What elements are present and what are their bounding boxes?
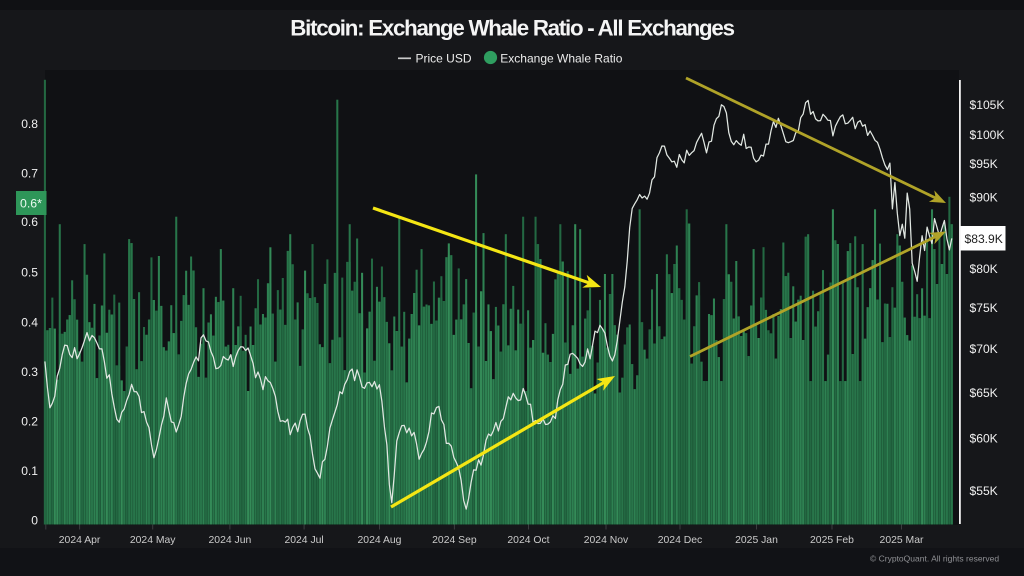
svg-text:Price USD: Price USD: [416, 51, 472, 65]
svg-text:2025 Jan: 2025 Jan: [735, 535, 778, 546]
svg-text:0.7: 0.7: [21, 166, 38, 180]
svg-text:0.5: 0.5: [21, 265, 38, 279]
svg-text:© CryptoQuant. All rights rese: © CryptoQuant. All rights reserved: [870, 554, 999, 564]
svg-text:0.6: 0.6: [21, 215, 38, 229]
svg-text:Exchange Whale Ratio: Exchange Whale Ratio: [500, 51, 622, 65]
svg-text:$55K: $55K: [970, 484, 998, 498]
svg-text:2024 Jul: 2024 Jul: [284, 535, 323, 546]
svg-text:0.6*: 0.6*: [20, 197, 42, 211]
svg-text:2024 Jun: 2024 Jun: [209, 535, 252, 546]
svg-text:$105K: $105K: [970, 98, 1005, 112]
svg-text:$60K: $60K: [970, 431, 998, 445]
svg-text:2024 Dec: 2024 Dec: [658, 535, 702, 546]
svg-text:0.8: 0.8: [21, 117, 38, 131]
svg-text:$90K: $90K: [970, 190, 998, 204]
svg-text:$80K: $80K: [970, 262, 998, 276]
svg-text:$65K: $65K: [970, 386, 998, 400]
svg-text:0.2: 0.2: [21, 414, 38, 428]
svg-text:Bitcoin: Exchange Whale Ratio: Bitcoin: Exchange Whale Ratio - All Exch…: [290, 16, 734, 41]
svg-text:2025 Mar: 2025 Mar: [880, 535, 924, 546]
svg-text:2024 Aug: 2024 Aug: [358, 535, 402, 546]
svg-text:2024 Nov: 2024 Nov: [584, 535, 629, 546]
svg-text:$75K: $75K: [970, 301, 998, 315]
svg-text:$100K: $100K: [970, 128, 1005, 142]
svg-text:2024 Oct: 2024 Oct: [507, 535, 549, 546]
svg-text:2024 May: 2024 May: [130, 535, 176, 546]
svg-text:2024 Apr: 2024 Apr: [59, 535, 101, 546]
svg-text:$95K: $95K: [970, 157, 998, 171]
svg-text:$83.9K: $83.9K: [965, 232, 1003, 246]
svg-text:0.3: 0.3: [21, 365, 38, 379]
svg-text:2024 Sep: 2024 Sep: [432, 535, 477, 546]
svg-text:2025 Feb: 2025 Feb: [810, 535, 854, 546]
svg-text:0.4: 0.4: [21, 315, 38, 329]
svg-text:0: 0: [31, 513, 38, 527]
svg-text:$70K: $70K: [970, 342, 998, 356]
svg-text:0.1: 0.1: [21, 464, 38, 478]
